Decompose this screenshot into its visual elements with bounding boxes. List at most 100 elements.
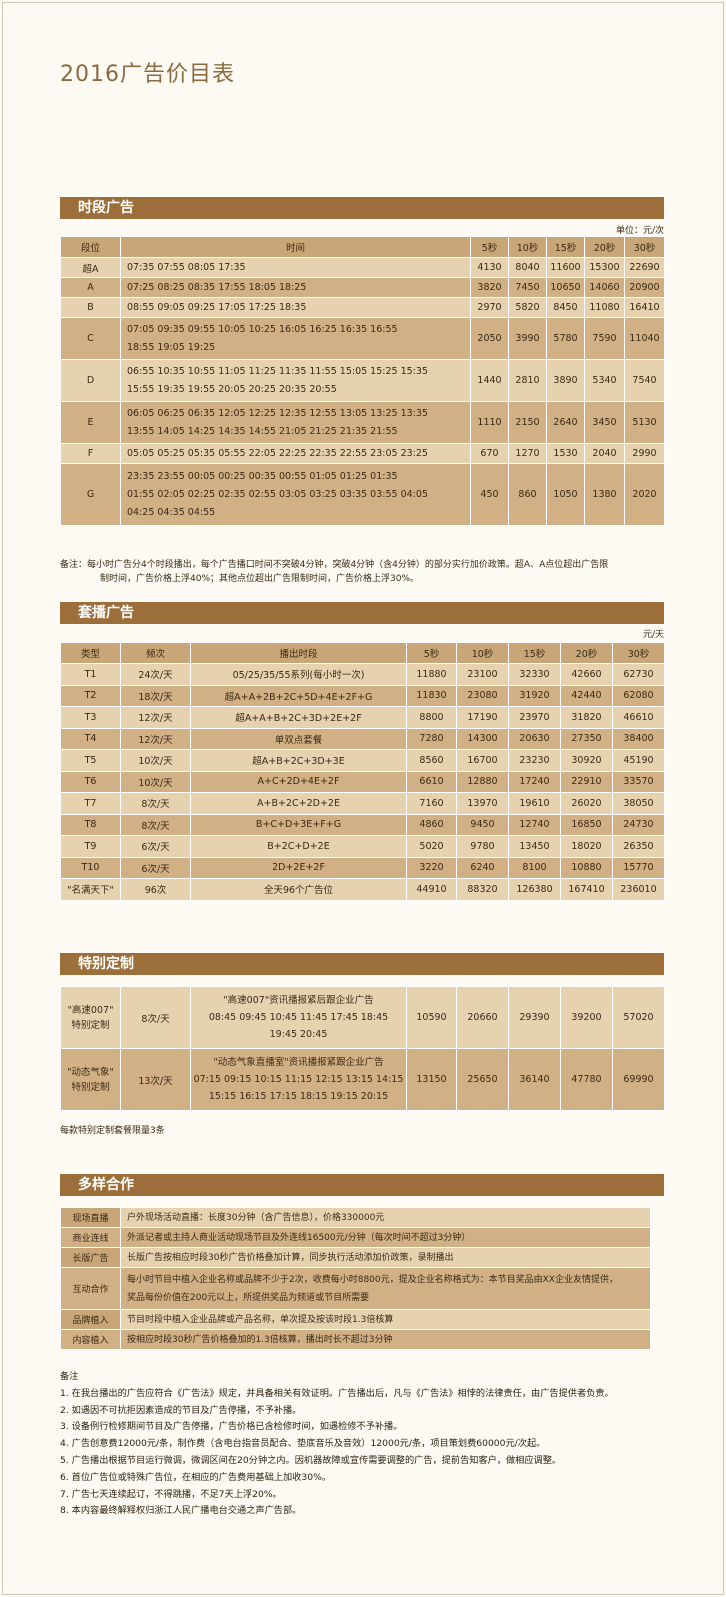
price-cell: 126380	[508, 878, 561, 901]
package-name-line: "动态气象"	[67, 1066, 114, 1078]
table-row: T10 6次/天 2D+2E+2F 3220 6240 8100 10880 15770	[60, 856, 665, 879]
column-header: 30秒	[624, 236, 665, 258]
table-row: E 06:05 06:25 06:35 12:05 12:25 12:35 12:…	[60, 401, 665, 444]
column-header: 5秒	[470, 236, 509, 258]
table-row: C 07:05 09:35 09:55 10:05 10:25 16:05 16:…	[60, 317, 665, 360]
frequency-cell: 24次/天	[120, 663, 191, 686]
cooperation-text-line: 每小时节目中植入企业名称或品牌不少于2次，收费每小时8800元，提及企业名称格式…	[127, 1274, 618, 1285]
price-cell: 39200	[560, 986, 613, 1049]
frequency-cell: 96次	[120, 878, 191, 901]
price-cell: 6240	[456, 856, 509, 879]
table-row: T9 6次/天 B+2C+D+2E 5020 9780 13450 18020 26350	[60, 835, 665, 858]
slot-cell: B+C+D+3E+F+G	[190, 813, 407, 836]
cooperation-label: 互动合作	[60, 1267, 121, 1310]
frequency-cell: 6次/天	[120, 835, 191, 858]
price-cell: 38050	[612, 792, 665, 815]
price-cell: 20660	[456, 986, 509, 1049]
table-row: T7 8次/天 A+B+2C+2D+2E 7160 13970 19610 26020 380…	[60, 792, 665, 815]
table-row: "名满天下" 96次 全天96个广告位 44910 88320 126380 167410 2…	[60, 878, 665, 901]
frequency-cell: 13次/天	[120, 1048, 191, 1111]
cooperation-label: 商业连线	[60, 1227, 121, 1248]
price-cell: 69990	[612, 1048, 665, 1111]
price-cell: 31920	[508, 684, 561, 707]
note-item: 2. 如遇因不可抗拒因素造成的节目及广告停播，不予补播。	[60, 1404, 302, 1416]
price-cell: 24730	[612, 813, 665, 836]
price-cell: 57020	[612, 986, 665, 1049]
price-cell: 18020	[560, 835, 613, 858]
price-cell: 23100	[456, 663, 509, 686]
grade-cell: A	[60, 277, 121, 298]
price-cell: 5780	[546, 317, 585, 360]
grade-cell: G	[60, 463, 121, 526]
time-cell: 07:35 07:55 08:05 17:35	[120, 257, 471, 278]
price-cell: 13970	[456, 792, 509, 815]
slot-cell: B+2C+D+2E	[190, 835, 407, 858]
cooperation-label: 长版广告	[60, 1247, 121, 1268]
price-cell: 4130	[470, 257, 509, 278]
price-cell: 15300	[584, 257, 625, 278]
price-cell: 2050	[470, 317, 509, 360]
price-cell: 46610	[612, 706, 665, 729]
table-row: T2 18次/天 超A+A+2B+2C+5D+4E+2F+G 11830 23080 31…	[60, 684, 665, 707]
time-slot-price-table: 段位 时间 5秒 10秒 15秒 20秒 30秒 超A 07:35 07:55 08:05 1…	[60, 236, 665, 526]
time-line: 05:05 05:25 05:35 05:55 22:05 22:25 22:3…	[127, 447, 428, 459]
grade-cell: E	[60, 401, 121, 444]
price-cell: 11830	[406, 684, 457, 707]
price-cell: 22690	[624, 257, 665, 278]
price-cell: 62080	[612, 684, 665, 707]
table-row: T3 12次/天 超A+A+B+2C+3D+2E+2F 8800 17190 23970 3…	[60, 706, 665, 729]
type-cell: T9	[60, 835, 121, 858]
description-line: 19:45 20:45	[269, 1029, 328, 1040]
unit-label: 单位：元/次	[615, 226, 664, 236]
price-cell: 15770	[612, 856, 665, 879]
column-header: 15秒	[508, 642, 561, 664]
price-cell: 13150	[406, 1048, 457, 1111]
price-cell: 13450	[508, 835, 561, 858]
price-cell: 450	[470, 463, 509, 526]
price-cell: 10590	[406, 986, 457, 1049]
column-header: 10秒	[508, 236, 547, 258]
time-line: 07:05 09:35 09:55 10:05 10:25 16:05 16:2…	[127, 323, 398, 335]
price-cell: 23230	[508, 749, 561, 772]
cooperation-label: 内容植入	[60, 1329, 121, 1350]
note-item: 5. 广告播出根据节目运行微调，微调区间在20分钟之内。因机器故障或宣传需要调整…	[60, 1454, 562, 1466]
unit-label: 元/天	[642, 630, 664, 640]
price-cell: 2990	[624, 443, 665, 464]
cooperation-text: 长版广告按相应时段30秒广告价格叠加计算，同步执行活动添加价政策，录制播出	[120, 1247, 651, 1268]
price-cell: 5130	[624, 401, 665, 444]
slot-cell: A+B+2C+2D+2E	[190, 792, 407, 815]
price-cell: 7540	[624, 359, 665, 402]
description-line: 15:15 16:15 17:15 18:15 19:15 20:15	[208, 1091, 389, 1102]
price-cell: 31820	[560, 706, 613, 729]
price-cell: 33570	[612, 770, 665, 793]
note-item: 1. 在我台播出的广告应符合《广告法》规定，并具备相关有效证明。广告播出后，凡与…	[60, 1387, 614, 1399]
cooperation-text: 户外现场活动直播：长度30分钟（含广告信息），价格330000元	[120, 1207, 651, 1228]
frequency-cell: 6次/天	[120, 856, 191, 879]
price-cell: 9450	[456, 813, 509, 836]
price-cell: 1270	[508, 443, 547, 464]
time-line: 13:55 14:05 14:25 14:35 14:55 21:05 21:2…	[127, 425, 398, 437]
grade-cell: F	[60, 443, 121, 464]
price-cell: 17190	[456, 706, 509, 729]
table-row: 现场直播 户外现场活动直播：长度30分钟（含广告信息），价格330000元	[60, 1207, 651, 1228]
price-cell: 25650	[456, 1048, 509, 1111]
column-header: 类型	[60, 642, 121, 664]
package-name-line: 特别定制	[71, 1019, 110, 1031]
price-cell: 20900	[624, 277, 665, 298]
slot-cell: 2D+2E+2F	[190, 856, 407, 879]
time-cell: 05:05 05:25 05:35 05:55 22:05 22:25 22:3…	[120, 443, 471, 464]
cooperation-text: 每小时节目中植入企业名称或品牌不少于2次，收费每小时8800元，提及企业名称格式…	[120, 1267, 651, 1310]
description-line: 08:45 09:45 10:45 11:45 17:45 18:45	[208, 1012, 389, 1023]
price-cell: 29390	[508, 986, 561, 1049]
table-row: A 07:25 08:25 08:35 17:55 18:05 18:25 3820…	[60, 277, 665, 298]
grade-cell: B	[60, 297, 121, 318]
table-row: D 06:55 10:35 10:55 11:05 11:25 11:35 11:…	[60, 359, 665, 402]
note-item: 6. 首位广告位或特殊广告位，在相应的广告费用基础上加收30%。	[60, 1471, 331, 1483]
grade-cell: 超A	[60, 257, 121, 278]
table-row: T6 10次/天 A+C+2D+4E+2F 6610 12880 17240 22910 33…	[60, 770, 665, 793]
price-cell: 2640	[546, 401, 585, 444]
price-cell: 11040	[624, 317, 665, 360]
section-title-cooperation: 多样合作	[60, 1174, 664, 1196]
price-cell: 42660	[560, 663, 613, 686]
